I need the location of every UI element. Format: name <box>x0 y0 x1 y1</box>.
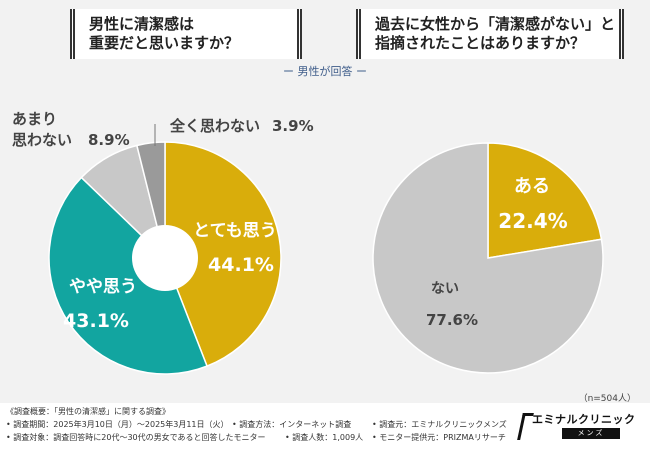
pie-slice-2 <box>372 142 604 374</box>
survey-footer: 《調査概要：「男性の清潔感」に関する調査》 • 調査期間：2025年3月10日（… <box>0 403 650 450</box>
survey-count: • 調査人数：1,009人 <box>285 433 364 442</box>
survey-method: • 調査方法：インターネット調査 <box>232 420 352 429</box>
sample-size-note: （n=504人） <box>578 394 636 404</box>
question-2-line-1: 過去に女性から「清潔感がない」と <box>375 15 616 33</box>
question-1-line-1: 男性に清潔感は <box>89 15 195 33</box>
survey-overview: 《調査概要：「男性の清潔感」に関する調査》 <box>6 407 170 416</box>
logo-name: エミナルクリニック <box>532 413 636 426</box>
donut-slice-1 <box>164 141 282 368</box>
survey-provider: • モニター提供元：PRIZMAリサーチ <box>372 433 506 442</box>
label-amari-line-1: あまり <box>12 110 57 128</box>
question-1-line-2: 重要だと思いますか？ <box>89 34 240 52</box>
value-zenku: 3.9% <box>272 117 314 135</box>
value-nai: 77.6% <box>426 311 478 329</box>
label-totemo-omou: とても思う <box>193 221 277 241</box>
survey-target: • 調査対象：調査回答時に20代～30代の男女であると回答したモニター <box>6 433 266 442</box>
value-amari: 8.9% <box>88 131 130 149</box>
question-2-line-2: 指摘されたことはありますか？ <box>375 34 586 52</box>
question-1-box: 男性に清潔感は 重要だと思いますか？ <box>70 9 302 59</box>
survey-period: • 調査期間：2025年3月10日（月）～2025年3月11日（火） <box>6 420 229 429</box>
donut-hole <box>132 225 198 291</box>
survey-source: • 調査元：エミナルクリニックメンズ <box>372 420 507 429</box>
label-amari-line-2: 思わない <box>12 131 72 149</box>
label-aru: ある <box>514 176 550 197</box>
label-yaya-omou: やや思う <box>69 277 137 297</box>
value-yaya-omou: 43.1% <box>63 310 129 332</box>
donut-slice-2 <box>48 176 208 375</box>
question-2-box: 過去に女性から「清潔感がない」と 指摘されたことはありますか？ <box>356 9 624 59</box>
logo-sub: メンズ <box>562 428 620 439</box>
label-zenku: 全く思わない <box>169 117 260 135</box>
clinic-logo: エミナルクリニック メンズ <box>517 409 642 443</box>
label-nai: ない <box>431 281 459 297</box>
value-aru: 22.4% <box>498 209 567 233</box>
respondent-label: ー 男性が回答 ー <box>283 65 367 78</box>
value-totemo-omou: 44.1% <box>208 254 274 276</box>
pie-slice-1 <box>487 142 603 259</box>
